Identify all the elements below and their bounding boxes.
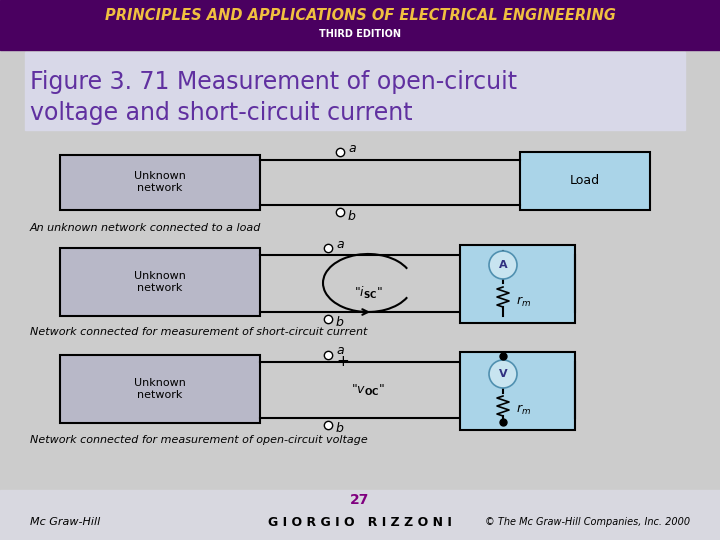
Text: Figure 3. 71 Measurement of open-circuit: Figure 3. 71 Measurement of open-circuit bbox=[30, 70, 517, 94]
Text: Mc Graw-Hill: Mc Graw-Hill bbox=[30, 517, 100, 527]
Text: G I O R G I O   R I Z Z O N I: G I O R G I O R I Z Z O N I bbox=[268, 516, 452, 529]
Text: Unknown
network: Unknown network bbox=[134, 378, 186, 400]
Text: "$v_{\mathbf{OC}}$": "$v_{\mathbf{OC}}$" bbox=[351, 382, 385, 397]
Text: "$i_{\mathbf{SC}}$": "$i_{\mathbf{SC}}$" bbox=[354, 285, 382, 301]
Text: An unknown network connected to a load: An unknown network connected to a load bbox=[30, 223, 261, 233]
Text: a: a bbox=[336, 238, 343, 251]
Circle shape bbox=[489, 251, 517, 279]
Circle shape bbox=[489, 360, 517, 388]
Text: $r_m$: $r_m$ bbox=[516, 403, 531, 417]
Bar bbox=[460, 352, 575, 430]
Text: Load: Load bbox=[570, 174, 600, 187]
Bar bbox=[460, 245, 575, 323]
Text: A: A bbox=[499, 260, 508, 270]
Text: a: a bbox=[336, 345, 343, 357]
Text: Network connected for measurement of short-circuit current: Network connected for measurement of sho… bbox=[30, 327, 367, 337]
Bar bbox=[0, 490, 720, 540]
Text: 27: 27 bbox=[351, 493, 369, 507]
Text: Network connected for measurement of open-circuit voltage: Network connected for measurement of ope… bbox=[30, 435, 368, 445]
Bar bbox=[60, 155, 260, 210]
Bar bbox=[25, 52, 685, 130]
Text: V: V bbox=[499, 369, 508, 379]
Text: b: b bbox=[348, 210, 356, 222]
Bar bbox=[60, 248, 260, 316]
Text: PRINCIPLES AND APPLICATIONS OF ELECTRICAL ENGINEERING: PRINCIPLES AND APPLICATIONS OF ELECTRICA… bbox=[104, 9, 616, 24]
Text: THIRD EDITION: THIRD EDITION bbox=[319, 29, 401, 39]
Text: Unknown
network: Unknown network bbox=[134, 171, 186, 193]
Bar bbox=[0, 0, 720, 50]
Text: Unknown
network: Unknown network bbox=[134, 271, 186, 293]
Text: b: b bbox=[336, 422, 344, 435]
Text: a: a bbox=[348, 141, 356, 154]
Text: +: + bbox=[336, 354, 348, 369]
Bar bbox=[60, 355, 260, 423]
Text: © The Mc Graw-Hill Companies, Inc. 2000: © The Mc Graw-Hill Companies, Inc. 2000 bbox=[485, 517, 690, 527]
Bar bbox=[520, 152, 650, 210]
Text: $r_m$: $r_m$ bbox=[516, 295, 531, 309]
Text: voltage and short-circuit current: voltage and short-circuit current bbox=[30, 101, 413, 125]
Bar bbox=[0, 130, 720, 490]
Text: b: b bbox=[336, 316, 344, 329]
